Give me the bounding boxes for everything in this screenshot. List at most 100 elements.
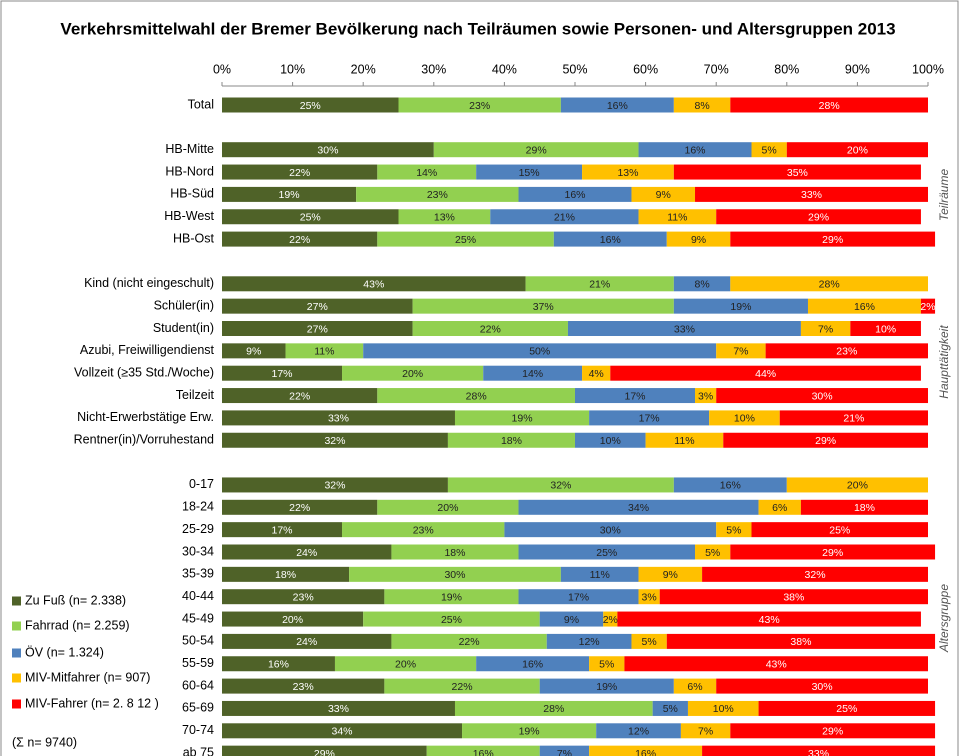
legend-swatch [12,673,21,683]
y-tick-label: 45-49 [182,611,214,625]
bar-segment [222,388,378,404]
bar-segment [377,231,554,247]
value-label: 11% [674,435,694,447]
y-tick-label: Total [188,97,214,111]
y-tick-label: HB-Ost [173,231,215,245]
value-label: 16% [268,659,289,671]
bar-segment [222,365,343,381]
value-label: 34% [628,502,649,514]
value-label: 2% [603,614,618,626]
value-label: 25% [300,212,321,224]
bar-segment [589,656,625,672]
y-tick-label: 70-74 [182,723,214,737]
bar-segment [222,186,357,202]
bar-segment [695,186,928,202]
bar-segment [589,745,703,756]
value-label: 22% [289,502,310,514]
bar-segment [680,723,731,739]
value-label: 16% [685,144,706,156]
bar-segment [716,388,928,404]
bar-segment [222,432,448,448]
value-label: 7% [818,323,833,335]
value-label: 25% [455,234,476,246]
bar-segment [377,164,477,180]
y-tick-label: HB-West [164,209,214,223]
bar-segment [539,745,590,756]
value-label: 30% [812,390,833,402]
x-tick-label: 40% [492,62,517,76]
y-tick-label: 60-64 [182,678,214,692]
bar-segment [412,321,568,336]
bar-segment [377,499,519,515]
value-label: 10% [875,323,896,335]
value-label: 5% [642,636,657,648]
bar-segment [384,589,519,605]
value-label: 3% [698,390,713,402]
legend-swatch [12,596,21,606]
value-label: 25% [300,100,321,112]
value-label: 18% [444,547,465,559]
bar-segment [786,477,928,493]
value-label: 22% [289,234,310,246]
value-label: 34% [332,726,353,738]
value-label: 14% [416,167,437,179]
x-tick-label: 20% [351,62,376,76]
bar-segment [596,723,681,739]
value-label: 14% [522,368,543,380]
value-label: 15% [519,167,540,179]
value-label: 5% [705,547,720,559]
value-label: 10% [600,435,621,447]
value-label: 30% [444,569,465,581]
bar-segment [751,522,928,538]
value-label: 13% [434,212,455,224]
bar-segment [222,298,413,314]
value-label: 20% [847,480,868,492]
value-label: 19% [279,189,300,201]
value-label: 32% [805,569,826,581]
value-label: 33% [801,189,822,201]
bar-segment [518,186,632,202]
value-label: 33% [328,413,349,425]
bar-segment [575,388,696,404]
x-tick-label: 90% [845,62,870,76]
bar-segment [384,678,540,694]
bar-segment [504,522,717,538]
bar-segment [363,611,540,627]
value-label: 13% [617,167,638,179]
value-label: 29% [314,748,335,756]
value-label: 23% [836,346,857,358]
x-tick-label: 70% [704,62,729,76]
bar-segment [222,522,343,538]
value-label: 29% [822,726,843,738]
bar-segment [800,499,928,515]
legend-swatch [12,648,21,658]
bar-segment [638,566,703,582]
bar-segment [222,231,378,247]
bar-segment [610,365,921,381]
bar-segment [518,589,639,605]
y-tick-label: 55-59 [182,656,214,670]
bar-segment [222,142,434,158]
value-label: 11% [590,569,610,581]
value-label: 9% [656,189,671,201]
bar-segment [575,432,646,448]
x-tick-label: 50% [562,62,587,76]
group-label: Haupttätigkeit [937,325,951,399]
value-label: 7% [733,346,748,358]
bar-segment [800,321,851,336]
y-tick-label: 35-39 [182,567,214,581]
legend-label: Zu Fuß (n= 2.338) [25,593,126,607]
bar-segment [398,97,561,113]
value-label: 19% [730,301,751,313]
bar-segment [483,365,583,381]
value-label: 29% [815,435,836,447]
value-label: 30% [812,681,833,693]
bar-segment [222,589,385,605]
bar-segment [589,410,710,426]
group-label: Teilräume [937,169,951,222]
value-label: 33% [328,703,349,715]
bar-segment [518,499,759,515]
value-label: 12% [628,726,649,738]
bar-segment [666,231,731,247]
